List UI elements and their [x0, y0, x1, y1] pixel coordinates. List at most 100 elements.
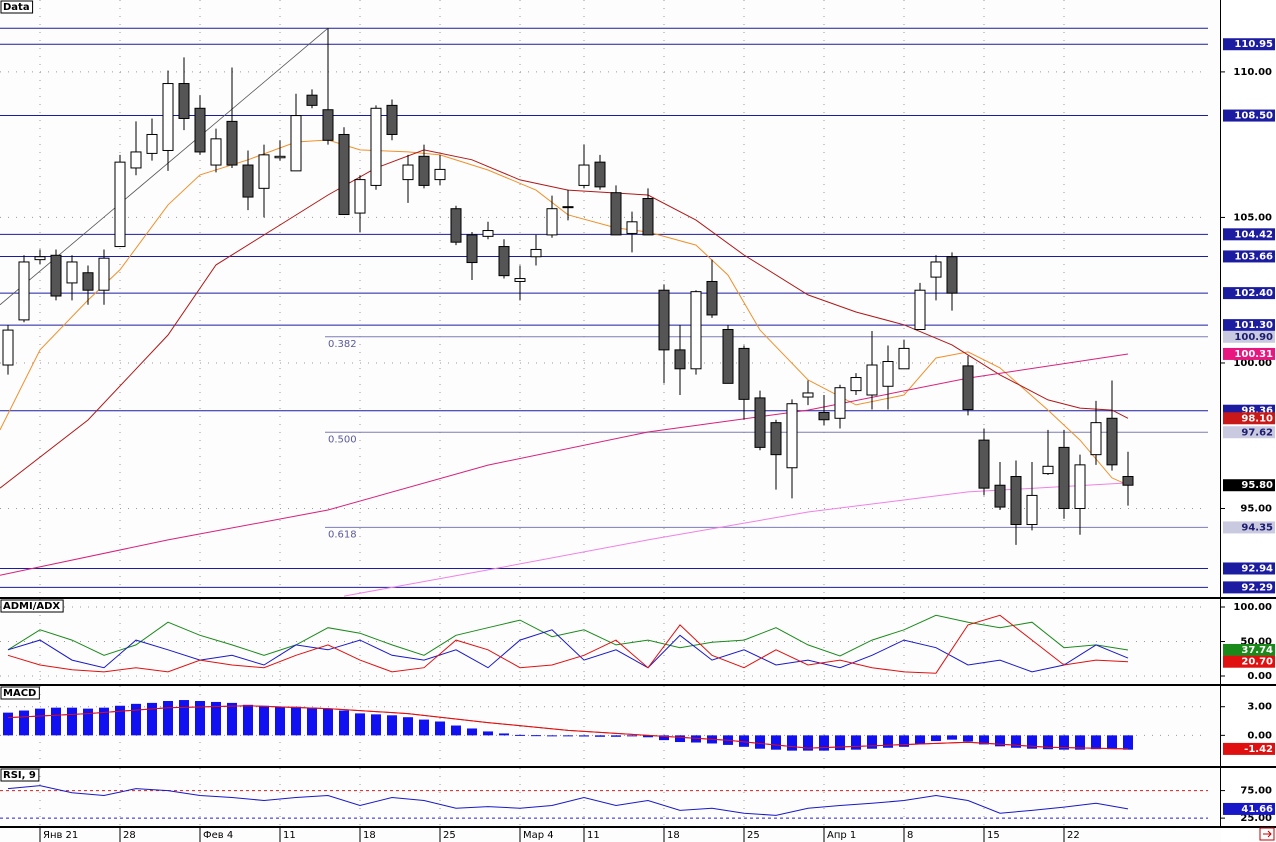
last-value-label: 98.10	[1241, 413, 1273, 424]
y-tick-label: 0.00	[1247, 671, 1272, 682]
x-tick-label: Апр 1	[827, 830, 856, 841]
histogram-bar	[1091, 735, 1101, 750]
candle-body	[1106, 417, 1118, 466]
candle-body	[962, 365, 974, 411]
last-value-label: 100.31	[1234, 349, 1273, 360]
candle-body	[178, 83, 190, 119]
histogram-bar	[787, 735, 797, 751]
histogram-bar	[403, 717, 413, 736]
x-tick-label: 22	[1067, 830, 1080, 841]
level-label: 92.29	[1241, 582, 1273, 593]
y-tick-label: 105.00	[1233, 212, 1272, 223]
candle-body	[34, 256, 46, 261]
panel-title-box	[0, 599, 64, 613]
last-value-box	[1223, 742, 1275, 755]
candle-body	[994, 484, 1006, 508]
histogram-bar	[211, 701, 221, 736]
last-value-label: 95.80	[1241, 480, 1273, 491]
candle-body	[978, 439, 990, 489]
candle-body	[946, 256, 958, 294]
last-value-label: 20.70	[1241, 657, 1273, 668]
level-label: 108.50	[1234, 111, 1273, 122]
last-value-label: 37.74	[1241, 645, 1273, 656]
histogram-bar	[115, 705, 125, 736]
candle-body	[162, 83, 174, 151]
series-line	[0, 139, 1129, 486]
histogram-bar	[19, 710, 29, 736]
level-box	[1223, 250, 1275, 263]
histogram-bar	[835, 735, 845, 751]
level-label: 92.94	[1241, 563, 1273, 574]
level-box	[1223, 109, 1275, 122]
histogram-bar	[179, 700, 189, 736]
candle-body	[610, 192, 622, 236]
candle-body	[1042, 465, 1054, 475]
candle-body	[882, 361, 894, 387]
histogram-bar	[691, 735, 701, 743]
candle-body	[1074, 464, 1086, 510]
candle-body	[738, 347, 750, 400]
histogram-bar	[883, 735, 893, 748]
histogram-bar	[147, 702, 157, 736]
candle-body	[386, 104, 398, 135]
x-tick-label: Мар 4	[523, 830, 554, 841]
histogram-bar	[435, 721, 445, 736]
histogram-bar	[99, 707, 109, 736]
series-line	[7, 629, 1129, 673]
candle-body	[594, 161, 606, 188]
candle-body	[642, 198, 654, 236]
histogram-bar	[1123, 735, 1133, 750]
histogram-bar	[515, 734, 525, 736]
histogram-bar	[1043, 735, 1053, 750]
y-tick-label: 3.00	[1247, 702, 1272, 713]
level-box	[1223, 287, 1275, 300]
histogram-bar	[643, 735, 653, 738]
histogram-bar	[291, 706, 301, 736]
candle-body	[914, 289, 926, 330]
candle-body	[114, 161, 126, 248]
candle-body	[338, 133, 350, 216]
histogram-bar	[1027, 735, 1037, 749]
level-label: 98.36	[1241, 406, 1273, 417]
level-box	[1223, 581, 1275, 594]
fib-price-label: 97.62	[1241, 427, 1273, 438]
candle-body	[194, 107, 206, 153]
histogram-bar	[659, 735, 669, 741]
candle-body	[722, 328, 734, 384]
last-value-box	[1223, 655, 1275, 668]
candle-body	[658, 289, 670, 351]
histogram-bar	[851, 735, 861, 750]
candle-body	[754, 397, 766, 448]
histogram-bar	[387, 715, 397, 736]
candle-body	[626, 221, 638, 234]
histogram-bar	[611, 735, 621, 737]
candle-body	[1090, 422, 1102, 456]
histogram-bar	[771, 735, 781, 750]
x-tick-label: 11	[587, 830, 600, 841]
fib-price-box	[1223, 521, 1275, 534]
histogram-bar	[259, 705, 269, 736]
histogram-bar	[947, 735, 957, 740]
panel-title: MACD	[3, 688, 36, 699]
level-box	[1223, 228, 1275, 241]
histogram-bar	[595, 735, 605, 737]
level-box	[1223, 319, 1275, 332]
candle-body	[226, 120, 238, 166]
candle-body	[498, 246, 510, 277]
histogram-bar	[547, 735, 557, 737]
level-box	[1223, 38, 1275, 51]
candle-body	[466, 234, 478, 264]
candle-body	[82, 272, 94, 291]
level-label: 110.95	[1234, 39, 1273, 50]
candle-body	[578, 164, 590, 186]
histogram-bar	[451, 725, 461, 736]
candle-body	[2, 329, 14, 366]
histogram-bar	[163, 700, 173, 736]
candle-body	[242, 164, 254, 198]
panel-title-box	[0, 0, 34, 14]
candle-body	[898, 347, 910, 370]
histogram-bar	[339, 710, 349, 736]
y-tick-label: 75.00	[1240, 786, 1272, 797]
candle-body	[450, 208, 462, 243]
